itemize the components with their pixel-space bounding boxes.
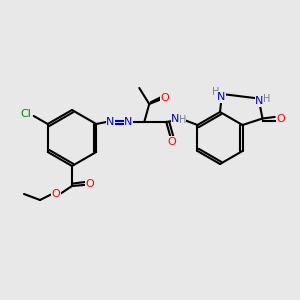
Text: Cl: Cl (20, 109, 31, 119)
Text: H: H (178, 115, 186, 125)
Text: H: H (212, 87, 220, 97)
Text: N: N (171, 114, 179, 124)
Text: O: O (276, 113, 285, 124)
Text: N: N (255, 97, 264, 106)
Text: O: O (52, 189, 60, 199)
Text: N: N (217, 92, 225, 102)
Text: O: O (85, 179, 94, 189)
Text: O: O (168, 137, 177, 147)
Text: H: H (263, 94, 270, 103)
Text: N: N (124, 117, 132, 127)
Text: N: N (106, 117, 114, 127)
Text: O: O (161, 93, 170, 103)
